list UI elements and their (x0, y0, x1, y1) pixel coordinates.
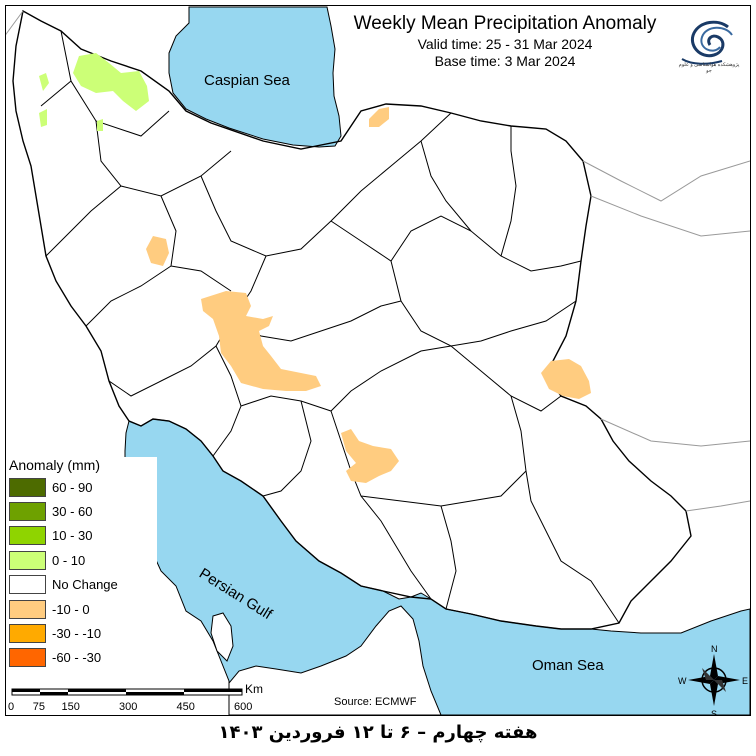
legend-title: Anomaly (mm) (9, 457, 101, 473)
logo-text: پژوهشکده هواشناسی و علوم جو (678, 62, 740, 74)
legend-label: -60 - -30 (52, 650, 102, 666)
qatar (210, 612, 234, 662)
caspian-sea (168, 6, 342, 148)
legend-label: 30 - 60 (52, 504, 93, 520)
legend-swatch (9, 599, 46, 619)
compass-n: N (711, 644, 718, 654)
oman-sea-label: Oman Sea (532, 657, 604, 674)
legend-label: -10 - 0 (52, 601, 90, 617)
provincial-borders (40, 30, 620, 624)
compass-rose-icon: N S W E (678, 644, 748, 716)
iran-border (12, 9, 692, 630)
map-canvas (6, 6, 750, 715)
legend-swatch (9, 550, 46, 570)
scale-unit: Km (245, 682, 263, 696)
source-credit: Source: ECMWF (334, 696, 417, 708)
legend-swatch (9, 575, 46, 595)
scale-tick-label: 0 (8, 701, 15, 713)
valid-time: Valid time: 25 - 31 Mar 2024 (417, 36, 593, 52)
footer-caption: هفته چهارم – ۶ تا ۱۲ فروردین ۱۴۰۳ (218, 722, 538, 743)
legend-swatch (9, 502, 46, 522)
institute-logo-icon (681, 20, 733, 65)
scale-bar (11, 688, 243, 696)
compass-e: E (742, 676, 748, 686)
legend-label: No Change (52, 577, 118, 593)
legend-label: 0 - 10 (52, 552, 86, 568)
compass-w: W (678, 676, 687, 686)
scale-tick-label: 450 (176, 701, 195, 713)
legend-item: -60 - -30 (9, 646, 157, 670)
scale-tick-label: 300 (119, 701, 138, 713)
legend-item: No Change (9, 573, 157, 597)
legend-swatch (9, 526, 46, 546)
legend-label: -30 - -10 (52, 626, 102, 642)
anomaly-negative (146, 107, 591, 483)
legend-label: 10 - 30 (52, 528, 93, 544)
map-title: Weekly Mean Precipitation Anomaly (353, 13, 657, 34)
arabian-coast (228, 605, 442, 715)
scale-tick-label: 150 (61, 701, 80, 713)
neighbor-borders (6, 10, 750, 512)
legend-swatch (9, 648, 46, 668)
legend-item: 60 - 90 (9, 475, 157, 499)
legend-label: 60 - 90 (52, 479, 93, 495)
legend-item: 10 - 30 (9, 524, 157, 548)
base-time: Base time: 3 Mar 2024 (434, 53, 576, 69)
legend-swatch (9, 477, 46, 497)
scale-tick-label: 600 (234, 701, 253, 713)
title-block: Weekly Mean Precipitation Anomaly Valid … (300, 12, 710, 70)
legend-item: 0 - 10 (9, 548, 157, 572)
scale-tick-label: 75 (32, 701, 45, 713)
legend: Anomaly (mm) 60 - 90 30 - 60 10 - 30 0 - 10… (9, 457, 157, 671)
anomaly-positive (39, 53, 149, 131)
legend-item: -10 - 0 (9, 597, 157, 621)
caspian-sea-label: Caspian Sea (204, 72, 290, 89)
legend-swatch (9, 624, 46, 644)
legend-item: -30 - -10 (9, 621, 157, 645)
compass-s: S (711, 709, 717, 716)
legend-item: 30 - 60 (9, 499, 157, 523)
legend-items: 60 - 90 30 - 60 10 - 30 0 - 10 No Change -10 … (9, 475, 157, 670)
